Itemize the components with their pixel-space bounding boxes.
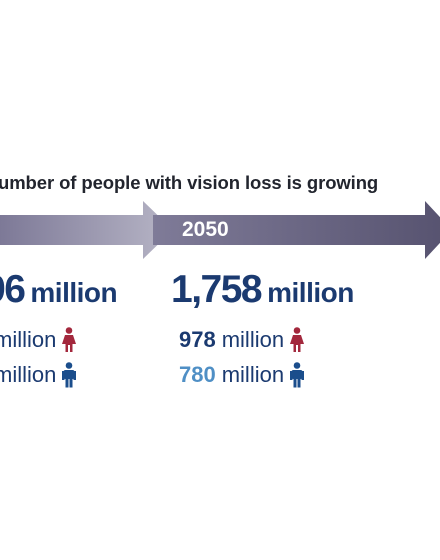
- timeline-arrows: [0, 201, 440, 259]
- male-row-2050: 780 million: [179, 362, 305, 388]
- total-left: 96million: [0, 268, 118, 312]
- total-2050: 1,758 million: [171, 268, 354, 312]
- arrow-2050-shape: [153, 201, 440, 259]
- male-person-icon: [62, 362, 77, 388]
- male-left-unit: million: [0, 362, 57, 387]
- headline: umber of people with vision loss is grow…: [0, 172, 379, 193]
- total-left-value: 96: [0, 268, 26, 311]
- male-person-icon: [290, 362, 305, 388]
- male-row-left: million: [0, 362, 77, 388]
- arrow-2020-shape: [0, 201, 173, 259]
- total-2050-value: 1,758: [171, 268, 263, 311]
- total-2050-unit: million: [267, 277, 354, 308]
- male-2050-value: 780: [179, 362, 216, 387]
- total-left-unit: million: [30, 277, 118, 308]
- female-person-icon: [62, 327, 77, 352]
- female-row-left: million: [0, 327, 77, 353]
- year-label-2050: 2050: [182, 218, 229, 241]
- female-2050-value: 978: [179, 327, 216, 352]
- male-2050-unit: million: [221, 362, 285, 387]
- female-left-unit: million: [0, 327, 57, 352]
- female-row-2050: 978 million: [179, 327, 305, 353]
- female-person-icon: [290, 327, 305, 352]
- female-2050-unit: million: [221, 327, 285, 352]
